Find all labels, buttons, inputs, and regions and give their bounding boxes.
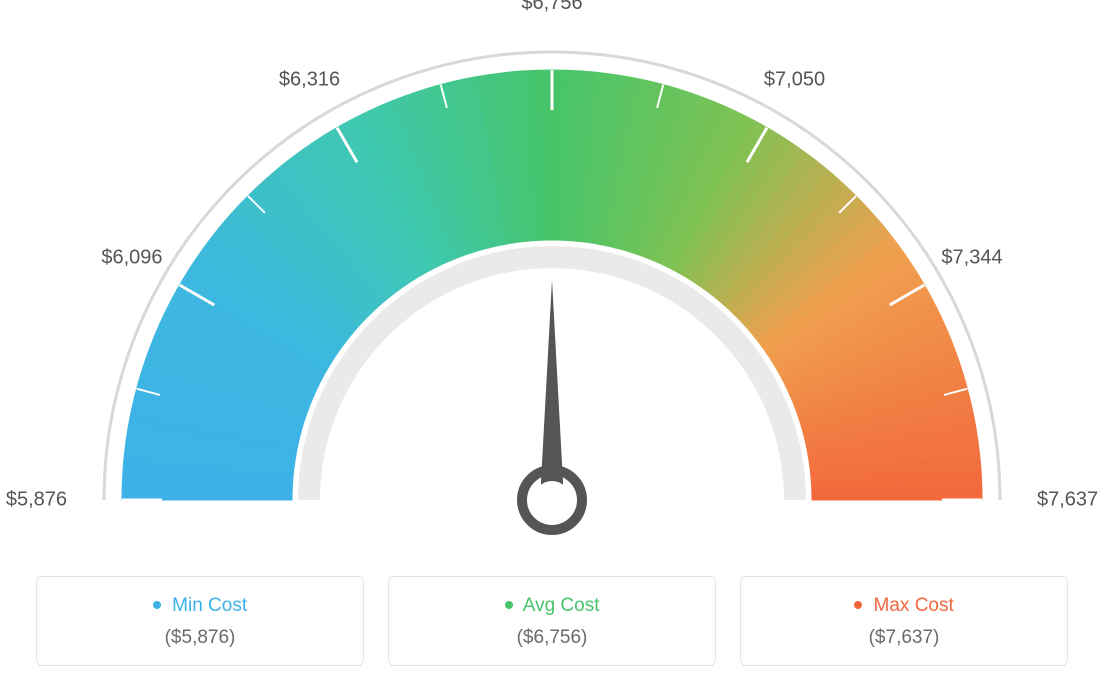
legend-min-value: ($5,876) [47, 627, 353, 649]
legend-avg-card: Avg Cost ($6,756) [388, 576, 716, 666]
gauge-scale-label: $7,344 [941, 246, 1002, 269]
gauge-scale-label: $6,316 [279, 68, 340, 91]
legend-max-card: Max Cost ($7,637) [740, 576, 1068, 666]
cost-gauge: $5,876$6,096$6,316$6,756$7,050$7,344$7,6… [52, 0, 1052, 560]
legend-avg-title: Avg Cost [399, 595, 705, 617]
legend-avg-label: Avg Cost [523, 595, 600, 616]
legend-min-dot-icon [153, 601, 161, 609]
legend-avg-dot-icon [505, 601, 513, 609]
legend-row: Min Cost ($5,876) Avg Cost ($6,756) Max … [36, 576, 1068, 666]
legend-max-label: Max Cost [874, 595, 954, 616]
legend-min-label: Min Cost [172, 595, 247, 616]
gauge-scale-label: $5,876 [6, 489, 67, 512]
legend-min-title: Min Cost [47, 595, 353, 617]
legend-min-card: Min Cost ($5,876) [36, 576, 364, 666]
gauge-scale-label: $7,637 [1037, 489, 1098, 512]
legend-max-value: ($7,637) [751, 627, 1057, 649]
legend-max-dot-icon [854, 601, 862, 609]
gauge-scale-label: $7,050 [764, 68, 825, 91]
legend-avg-value: ($6,756) [399, 627, 705, 649]
gauge-scale-label: $6,756 [521, 0, 582, 15]
gauge-scale-label: $6,096 [101, 246, 162, 269]
gauge-svg [52, 0, 1052, 560]
legend-max-title: Max Cost [751, 595, 1057, 617]
